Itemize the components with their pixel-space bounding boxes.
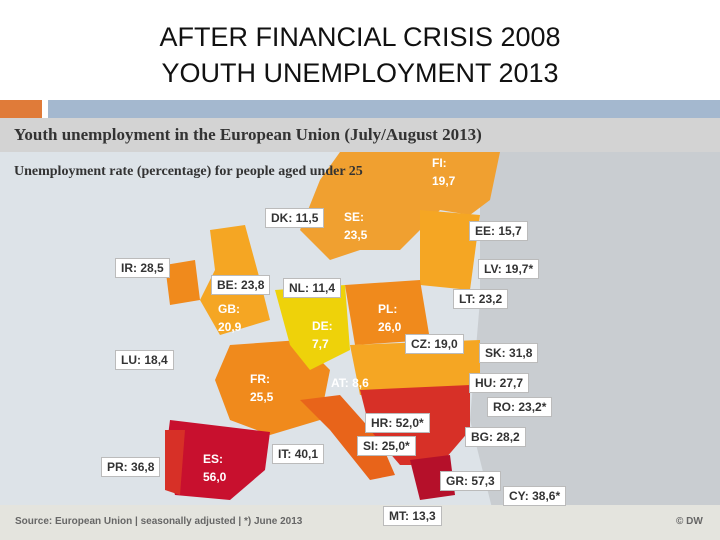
label-text: CY: bbox=[509, 489, 529, 503]
map-label: LT: 23,2 bbox=[453, 289, 509, 309]
label-text: LV: bbox=[484, 262, 502, 276]
label-text: DK: bbox=[271, 211, 293, 225]
label-text: 28,2 bbox=[496, 430, 520, 444]
source: Source: European Union | seasonally adju… bbox=[15, 516, 303, 527]
label-text: SE: bbox=[344, 210, 365, 224]
label-text: 36,8 bbox=[131, 460, 155, 474]
map-label: SK: 31,8 bbox=[479, 343, 539, 363]
label-text: HU: bbox=[475, 376, 497, 390]
label-text: 23,2* bbox=[518, 400, 547, 414]
label-text: FR: bbox=[250, 372, 270, 386]
map-label: PR: 36,8 bbox=[101, 457, 161, 477]
credit: © DW bbox=[676, 516, 703, 527]
label-text: 31,8 bbox=[509, 346, 533, 360]
label-text: SI: bbox=[363, 439, 379, 453]
label-text: NL: bbox=[289, 281, 309, 295]
label-text: HR: bbox=[371, 416, 393, 430]
label-text: 26,0 bbox=[378, 320, 402, 334]
label-text: 38,6* bbox=[532, 489, 561, 503]
label-text: 28,5 bbox=[140, 261, 164, 275]
label-text: 13,3 bbox=[412, 509, 436, 523]
label-text: 27,7 bbox=[499, 376, 524, 390]
label-text: 40,1 bbox=[294, 447, 319, 461]
label-text: 11,4 bbox=[312, 281, 336, 295]
map-label: MT: 13,3 bbox=[383, 506, 442, 526]
map-label: BG: 28,2 bbox=[465, 427, 526, 447]
label-text: ES: bbox=[203, 452, 224, 466]
label-text: 18,4 bbox=[144, 353, 168, 367]
label-text: EE: bbox=[475, 224, 496, 238]
map-label: HR: 52,0* bbox=[365, 413, 430, 433]
label-text: BG: bbox=[471, 430, 493, 444]
map-label: PL: 26,0 bbox=[378, 300, 401, 336]
map-label: FI: 19,7 bbox=[432, 154, 455, 190]
map-label: DE: 7,7 bbox=[312, 317, 333, 353]
label-text: CZ: bbox=[411, 337, 431, 351]
label-text: 56,0 bbox=[203, 470, 227, 484]
map-label: SI: 25,0* bbox=[357, 436, 416, 456]
map-label: CY: 38,6* bbox=[503, 486, 567, 506]
label-text: 15,7 bbox=[498, 224, 522, 238]
label-text: FI: bbox=[432, 156, 447, 170]
map-label: GR: 57,3 bbox=[440, 471, 501, 491]
label-text: 25,5 bbox=[250, 390, 274, 404]
label-text: 19,0 bbox=[434, 337, 458, 351]
label-text: DE: bbox=[312, 319, 333, 333]
label-text: IT: bbox=[278, 447, 292, 461]
label-text: 25,0* bbox=[381, 439, 410, 453]
map-label: SE: 23,5 bbox=[344, 208, 367, 244]
label-text: GB: bbox=[218, 302, 240, 316]
map-label: LV: 19,7* bbox=[478, 259, 540, 279]
label-text: SK: bbox=[485, 346, 506, 360]
slide-title: YOUTH UNEMPLOYMENT 2013 bbox=[161, 58, 559, 88]
label-text: RO: bbox=[493, 400, 515, 414]
label-text: BE: bbox=[217, 278, 238, 292]
label-text: 8,6 bbox=[352, 376, 369, 390]
label-text: AT: bbox=[331, 376, 349, 390]
label-text: 19,7* bbox=[505, 262, 534, 276]
map-label: CZ: 19,0 bbox=[405, 334, 464, 354]
label-text: MT: bbox=[389, 509, 409, 523]
map-label: LU: 18,4 bbox=[115, 350, 174, 370]
label-text: 57,3 bbox=[471, 474, 495, 488]
label-text: 23,5 bbox=[344, 228, 368, 242]
label-text: LU: bbox=[121, 353, 141, 367]
map-label: GB: 20,9 bbox=[218, 300, 241, 336]
label-text: PL: bbox=[378, 302, 398, 316]
map-label: HU: 27,7 bbox=[469, 373, 530, 393]
label-text: 19,7 bbox=[432, 174, 456, 188]
label-text: IR: bbox=[121, 261, 137, 275]
map-label: NL: 11,4 bbox=[283, 278, 342, 298]
map-label: RO: 23,2* bbox=[487, 397, 553, 417]
label-text: 23,2 bbox=[478, 292, 503, 306]
label-text: LT: bbox=[459, 292, 476, 306]
label-text: 20,9 bbox=[218, 320, 242, 334]
map-label: AT: 8,6 bbox=[331, 374, 369, 392]
label-text: 52,0* bbox=[395, 416, 424, 430]
map-label: DK: 11,5 bbox=[265, 208, 325, 228]
label-text: 11,5 bbox=[295, 211, 319, 225]
map-label: ES: 56,0 bbox=[203, 450, 226, 486]
label-text: GR: bbox=[446, 474, 468, 488]
map-label: EE: 15,7 bbox=[469, 221, 528, 241]
slide-title: AFTER FINANCIAL CRISIS 2008 bbox=[159, 22, 561, 52]
map-label: FR: 25,5 bbox=[250, 370, 273, 406]
map-label: BE: 23,8 bbox=[211, 275, 271, 295]
label-text: 23,8 bbox=[241, 278, 265, 292]
map-subtitle: Unemployment rate (percentage) for peopl… bbox=[14, 164, 363, 179]
map-title: Youth unemployment in the European Union… bbox=[14, 125, 482, 144]
map-label: IT: 40,1 bbox=[272, 444, 325, 464]
label-text: PR: bbox=[107, 460, 128, 474]
map-label: IR: 28,5 bbox=[115, 258, 170, 278]
label-text: 7,7 bbox=[312, 337, 329, 351]
